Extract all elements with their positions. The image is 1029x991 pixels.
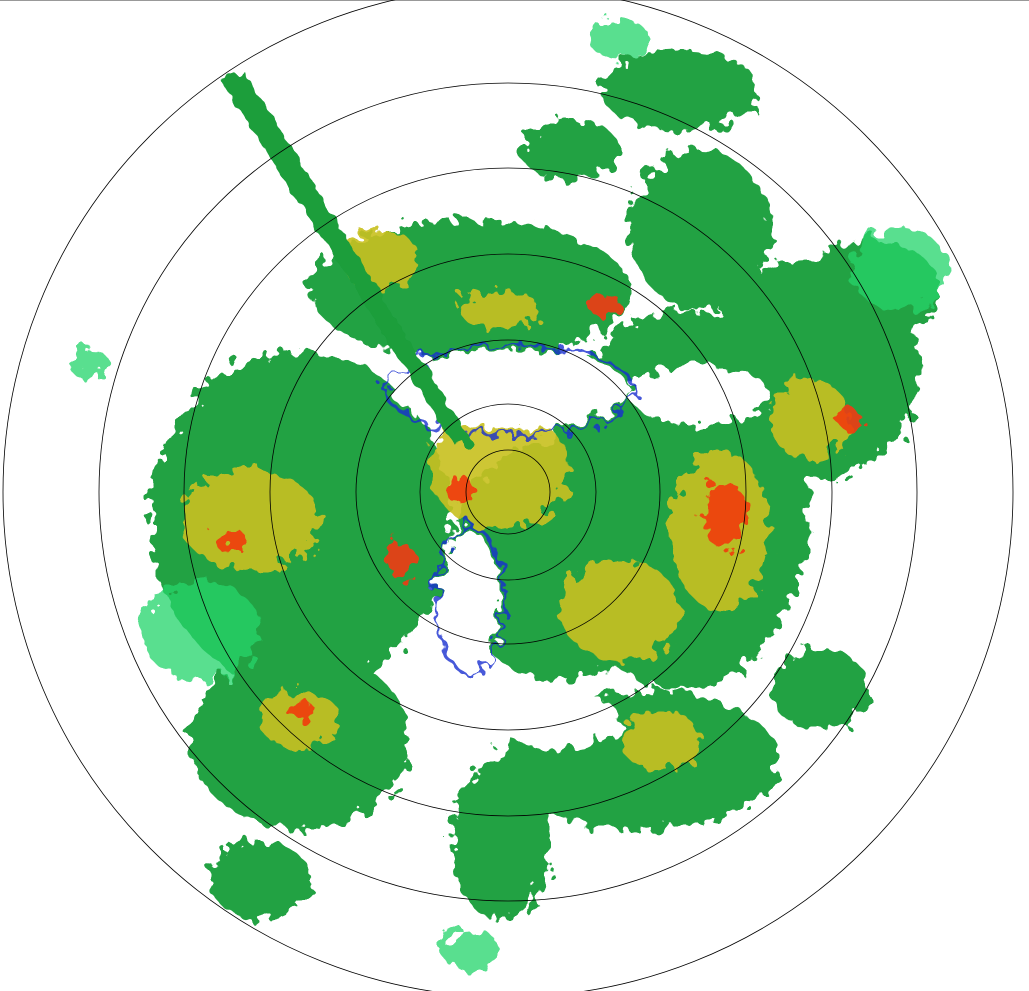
echoes xyxy=(70,20,950,970)
echo-blue xyxy=(383,343,637,676)
echo-lightgreen xyxy=(70,20,950,970)
echo-red xyxy=(214,295,862,720)
spoke xyxy=(220,72,470,445)
